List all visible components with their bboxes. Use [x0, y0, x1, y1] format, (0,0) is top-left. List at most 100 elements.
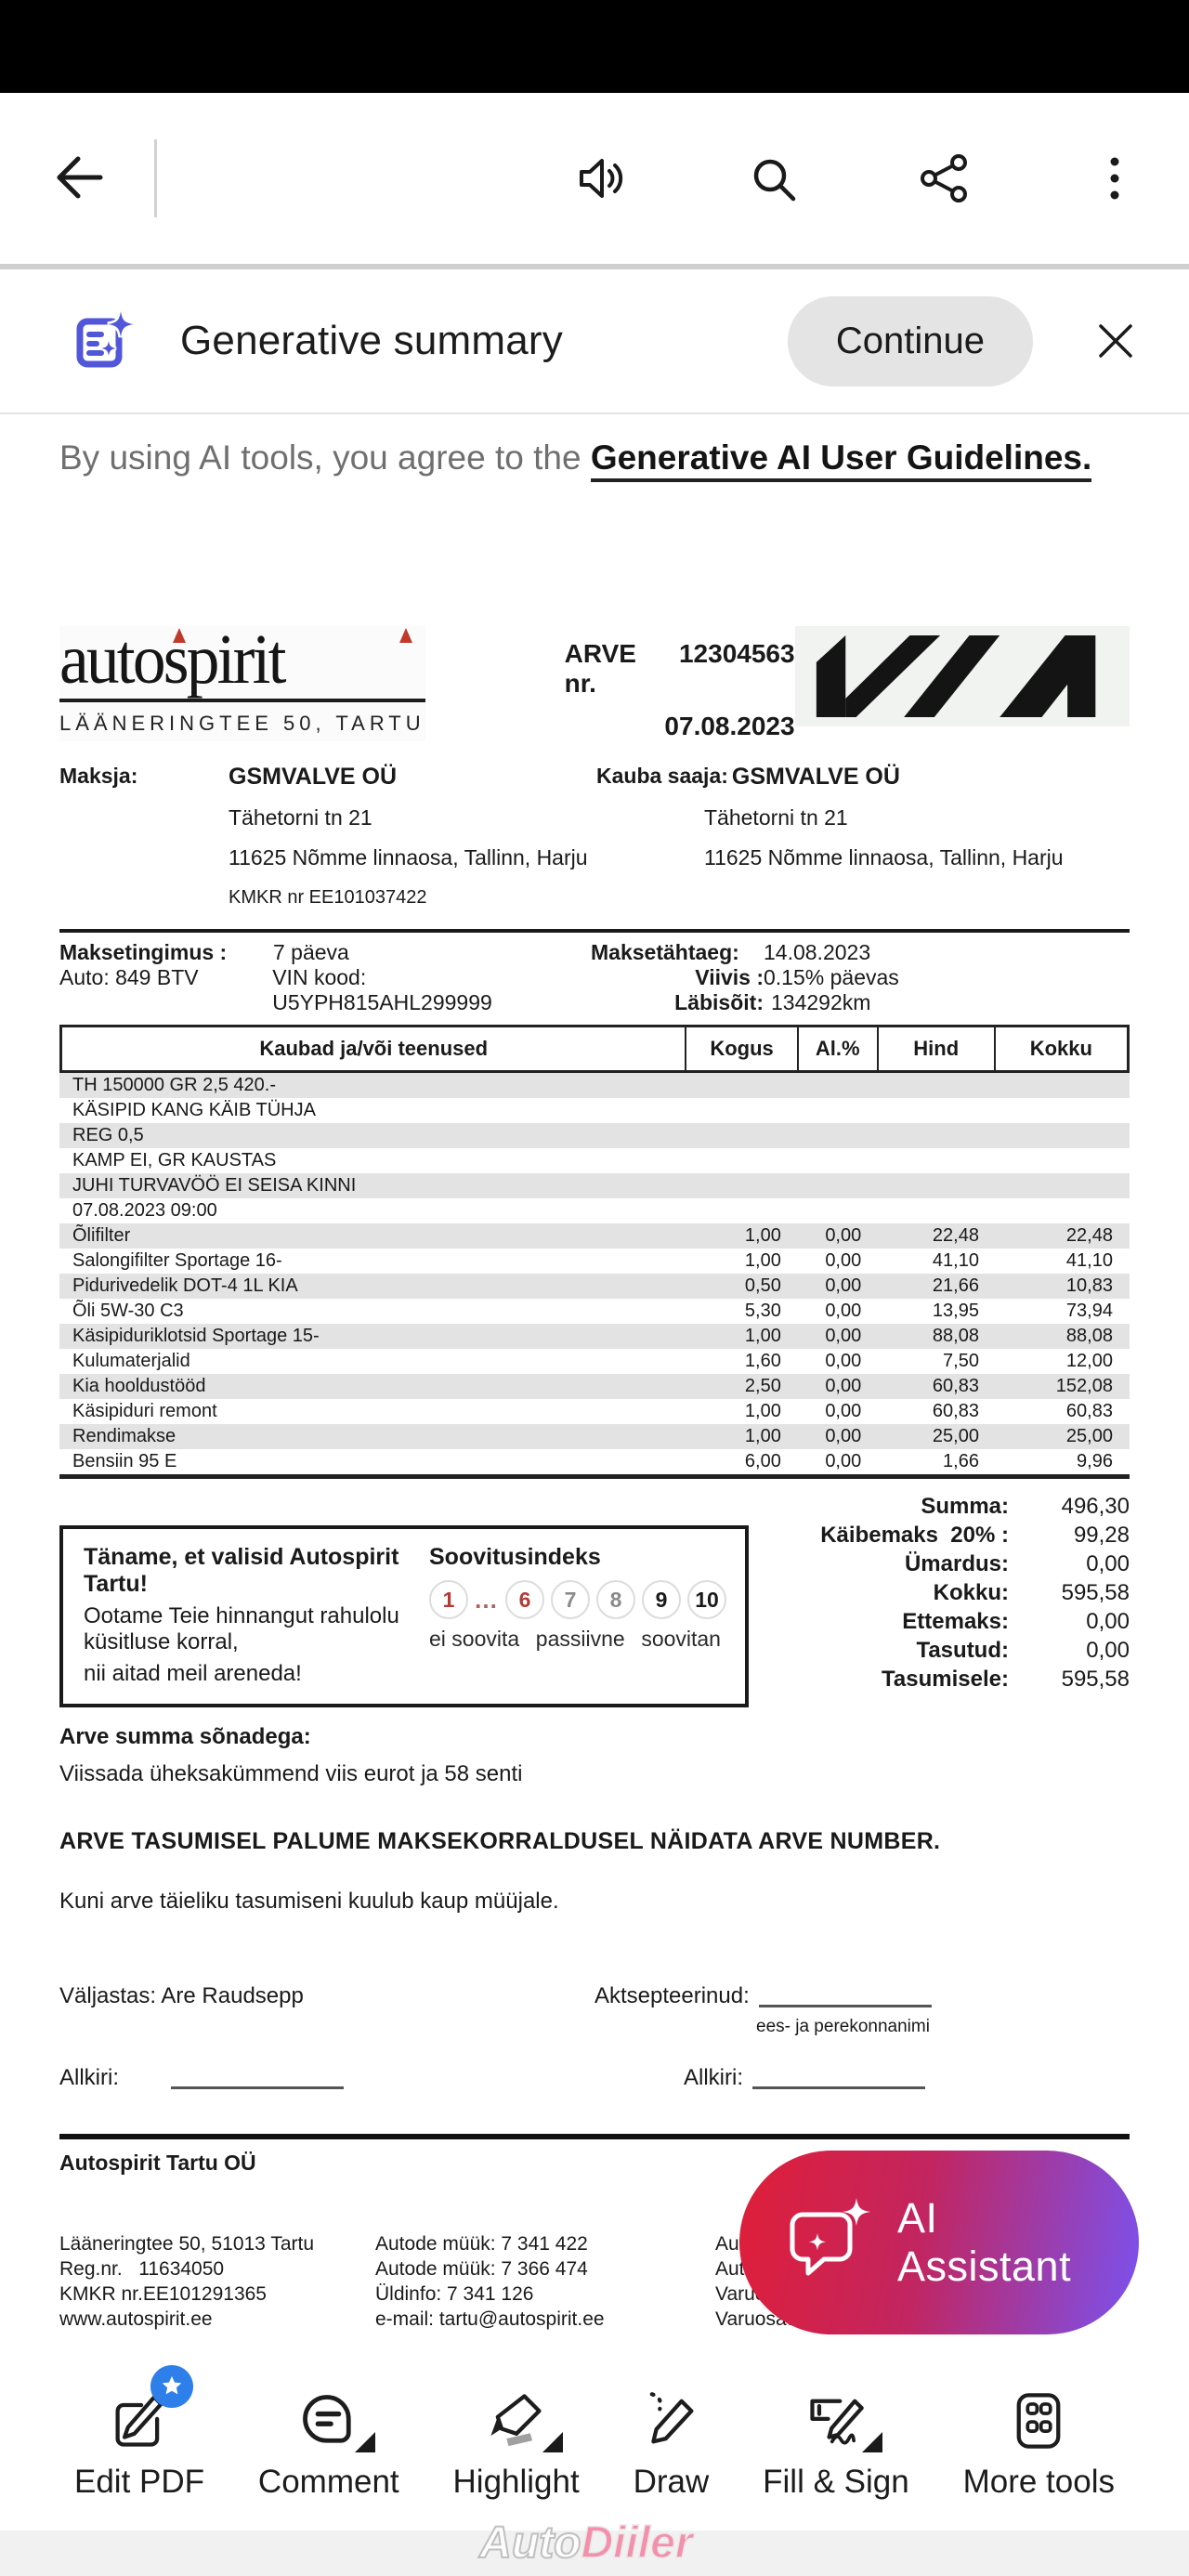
total-row: Summa: 496,30	[749, 1492, 1130, 1521]
item-quantity: 1,00	[744, 1326, 781, 1346]
table-row: Salongifilter Sportage 16- 1,00 0,00 41,…	[59, 1249, 1130, 1274]
more-tools-icon	[1016, 2393, 1061, 2449]
footer-line: KMKR nr.EE101291365	[59, 2283, 267, 2305]
logo-rule	[59, 699, 425, 703]
invoice-totals: Summa: 496,30 Käibemaks 20% : 99,28 Ümar…	[749, 1490, 1130, 1707]
accepted-hint: ees- ja perekonnanimi	[756, 2017, 930, 2036]
amount-words-label: Arve summa sõnadega:	[59, 1724, 311, 1749]
section-divider	[59, 929, 1130, 933]
read-aloud-speaker-icon[interactable]	[576, 152, 628, 204]
accepted-signature-line	[758, 1983, 932, 2007]
ai-assistant-button[interactable]: AI Assistant	[739, 2151, 1139, 2334]
scale-number: 10	[687, 1580, 726, 1619]
guidelines-link[interactable]: Generative AI User Guidelines.	[590, 438, 1092, 482]
table-row: Rendimakse 1,00 0,00 25,00 25,00	[59, 1424, 1130, 1449]
item-quantity: 5,30	[744, 1301, 781, 1321]
item-price: 88,08	[932, 1326, 979, 1346]
car-plate: Auto: 849 BTV	[59, 965, 199, 989]
autospirit-logo: autospirit LÄÄNERINGTEE 50, TARTU	[59, 624, 425, 741]
invoice-date: 07.08.2023	[664, 712, 795, 740]
total-label: Tasumisele:	[882, 1666, 1009, 1692]
invoice-items-table: Kaubad ja/või teenused Kogus Al.% Hind K…	[59, 1025, 1130, 1479]
system-nav-bar: AutoDiiler	[0, 2517, 1189, 2576]
item-discount: 0,00	[825, 1301, 862, 1321]
item-discount: 0,00	[825, 1225, 862, 1246]
back-arrow-icon[interactable]	[52, 152, 104, 204]
due-date-value: 14.08.2023	[764, 940, 871, 964]
signature-label-left: Allkiri:	[59, 2065, 119, 2090]
draw-icon	[650, 2392, 694, 2444]
dropdown-corner-icon	[861, 2432, 882, 2452]
total-value: 0,00	[1086, 1608, 1130, 1634]
footer-line: Autode müük: 7 366 474	[375, 2258, 588, 2280]
tool-draw[interactable]: Draw	[633, 2389, 710, 2530]
continue-button[interactable]: Continue	[787, 295, 1033, 386]
footer-line: e-mail: tartu@autospirit.ee	[375, 2308, 605, 2330]
tool-highlight[interactable]: Highlight	[453, 2389, 580, 2530]
total-row: Tasutud: 0,00	[749, 1636, 1130, 1665]
scale-caption: ei soovita passiivne soovitan	[429, 1627, 726, 1652]
item-description: 07.08.2023 09:00	[72, 1200, 217, 1221]
toolbar-divider	[154, 139, 157, 217]
payer-address1: Tähetorni tn 21	[229, 805, 372, 830]
total-row: Ümardus: 0,00	[749, 1550, 1130, 1578]
recommendation-scale: 1 … 6 7 8 9 10	[429, 1580, 726, 1619]
item-quantity: 1,00	[744, 1250, 781, 1271]
accepted-label: Aktsepteerinud:	[594, 1983, 750, 2008]
invoice-number-block: ARVE nr. 12304563 07.08.2023	[565, 626, 795, 741]
item-price: 25,00	[932, 1426, 979, 1446]
tool-comment[interactable]: Comment	[258, 2389, 399, 2530]
item-description: Õli 5W-30 C3	[72, 1301, 184, 1321]
item-discount: 0,00	[825, 1451, 862, 1471]
footer-line: www.autospirit.ee	[59, 2308, 213, 2330]
table-header: Kaubad ja/või teenused Kogus Al.% Hind K…	[59, 1025, 1130, 1073]
close-icon[interactable]	[1094, 320, 1137, 362]
footer-line: Autode müük: 7 341 422	[375, 2233, 588, 2255]
total-row: Ettemaks: 0,00	[749, 1607, 1130, 1636]
receiver-block: Kauba saaja: GSMVALVE OÜ Tähetorni tn 21…	[596, 764, 1130, 909]
payment-terms: Maksetingimus : 7 päeva Maksetähtaeg: 14…	[59, 940, 1130, 1015]
dropdown-corner-icon	[542, 2432, 563, 2452]
item-quantity: 1,60	[744, 1351, 781, 1371]
signatures-row: Allkiri: Allkiri:	[59, 2065, 1130, 2091]
issued-by: Väljastas: Are Raudsepp	[59, 1983, 304, 2008]
tool-label: Highlight	[452, 2464, 580, 2500]
due-date-label: Maksetähtaeg:	[591, 940, 739, 964]
table-row: Bensiin 95 E 6,00 0,00 1,66 9,96	[59, 1449, 1130, 1474]
disclaimer-text: By using AI tools, you agree to the	[59, 438, 591, 477]
invoice-header: autospirit LÄÄNERINGTEE 50, TARTU ARVE n…	[59, 624, 1130, 741]
feedback-line2: nii aitad meil areneda!	[84, 1661, 302, 1686]
item-total: 152,08	[1055, 1376, 1113, 1396]
caption-passive: passiivne	[535, 1627, 625, 1651]
logo-address: LÄÄNERINGTEE 50, TARTU	[59, 712, 425, 736]
pdf-document: autospirit LÄÄNERINGTEE 50, TARTU ARVE n…	[0, 624, 1189, 2376]
footer-column-address: Lääneringtee 50, 51013 Tartu Reg.nr. 1163…	[59, 2181, 375, 2382]
autodiiler-watermark: AutoDiiler	[478, 2517, 693, 2569]
table-row: Käsipiduri remont 1,00 0,00 60,83 60,83	[59, 1399, 1130, 1424]
item-description: Rendimakse	[72, 1426, 176, 1446]
item-total: 41,10	[1065, 1250, 1113, 1271]
total-row: Käibemaks 20% : 99,28	[749, 1521, 1130, 1550]
item-quantity: 1,00	[744, 1401, 781, 1421]
item-description: Käsipiduri remont	[72, 1401, 217, 1421]
search-icon[interactable]	[747, 152, 799, 204]
tool-label: Edit PDF	[74, 2464, 205, 2500]
tool-fill-sign[interactable]: Fill & Sign	[763, 2389, 909, 2530]
invoice-parties: Maksja: GSMVALVE OÜ Tähetorni tn 21 1162…	[59, 764, 1130, 909]
tool-more-tools[interactable]: More tools	[963, 2389, 1115, 2530]
tool-label: Draw	[633, 2464, 710, 2500]
share-icon[interactable]	[918, 152, 970, 204]
signature-label-right: Allkiri:	[684, 2065, 743, 2090]
payer-label: Maksja:	[59, 764, 138, 788]
footer-line: Üldinfo: 7 341 126	[375, 2283, 534, 2305]
col-header-quantity: Kogus	[685, 1027, 796, 1070]
overflow-menu-icon[interactable]	[1089, 152, 1141, 204]
vin-code: VIN kood: U5YPH815AHL299999	[272, 965, 492, 1014]
total-label: Summa:	[921, 1493, 1009, 1519]
generative-summary-icon	[76, 310, 135, 368]
chat-sparkle-icon	[790, 2198, 870, 2276]
tool-edit-pdf[interactable]: Edit PDF	[74, 2365, 205, 2530]
invoice-number: 12304563	[678, 639, 795, 668]
item-price: 1,66	[943, 1451, 979, 1471]
item-description: Käsipiduriklotsid Sportage 15-	[72, 1326, 320, 1346]
